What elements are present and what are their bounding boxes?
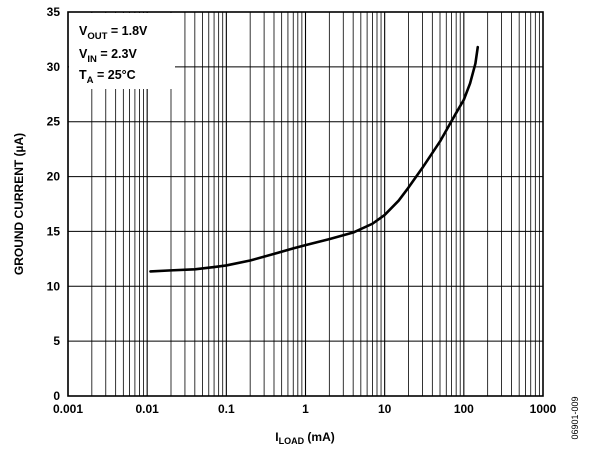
y-axis-label: GROUND CURRENT (µA) xyxy=(12,133,26,275)
legend-line-2-rest: = 2.3V xyxy=(97,47,138,61)
x-tick-label: 1000 xyxy=(530,402,557,416)
y-tick-label: 15 xyxy=(47,224,61,238)
x-axis-label-rest: (mA) xyxy=(304,430,335,444)
series-lines xyxy=(149,45,480,273)
legend-line-1-sub: OUT xyxy=(87,31,107,42)
y-tick-label: 5 xyxy=(53,334,60,348)
legend-line-2: VIN = 2.3V xyxy=(79,47,137,65)
y-tick-label: 20 xyxy=(47,170,61,184)
x-tick-label: 0.001 xyxy=(53,402,83,416)
y-tick-label: 25 xyxy=(47,115,61,129)
x-tick-label: 10 xyxy=(378,402,392,416)
legend-line-1: VOUT = 1.8V xyxy=(79,24,148,42)
x-tick-label: 0.1 xyxy=(218,402,235,416)
y-tick-label: 30 xyxy=(47,60,61,74)
legend-line-2-sub: IN xyxy=(87,54,97,65)
legend-line-3: TA = 25°C xyxy=(79,68,136,86)
series-line xyxy=(149,45,480,273)
y-tick-label: 10 xyxy=(47,279,61,293)
legend-line-1-rest: = 1.8V xyxy=(107,24,148,38)
figure-id: 06901-009 xyxy=(570,396,580,439)
legend-line-1-main: V xyxy=(79,24,88,38)
x-tick-label: 0.01 xyxy=(135,402,159,416)
legend-line-3-main: T xyxy=(79,68,87,82)
legend-box xyxy=(69,13,175,89)
plot-frame xyxy=(67,11,544,397)
legend: VOUT = 1.8V VIN = 2.3V TA = 25°C xyxy=(69,13,175,89)
legend-line-3-sub: A xyxy=(87,75,94,86)
x-axis-label-sub: LOAD xyxy=(279,436,305,446)
x-axis-label-main: I xyxy=(275,430,278,444)
legend-line-3-rest: = 25°C xyxy=(94,68,136,82)
x-tick-label: 1 xyxy=(302,402,309,416)
legend-line-2-main: V xyxy=(79,47,88,61)
x-tick-label: 100 xyxy=(454,402,474,416)
y-tick-label: 0 xyxy=(53,389,60,403)
y-tick-label: 35 xyxy=(47,5,61,19)
x-axis-label: ILOAD (mA) xyxy=(275,430,335,446)
tick-labels: 0.001 0.01 0.1 1 10 100 1000 0 5 10 15 20 25 30 35 xyxy=(47,5,557,416)
